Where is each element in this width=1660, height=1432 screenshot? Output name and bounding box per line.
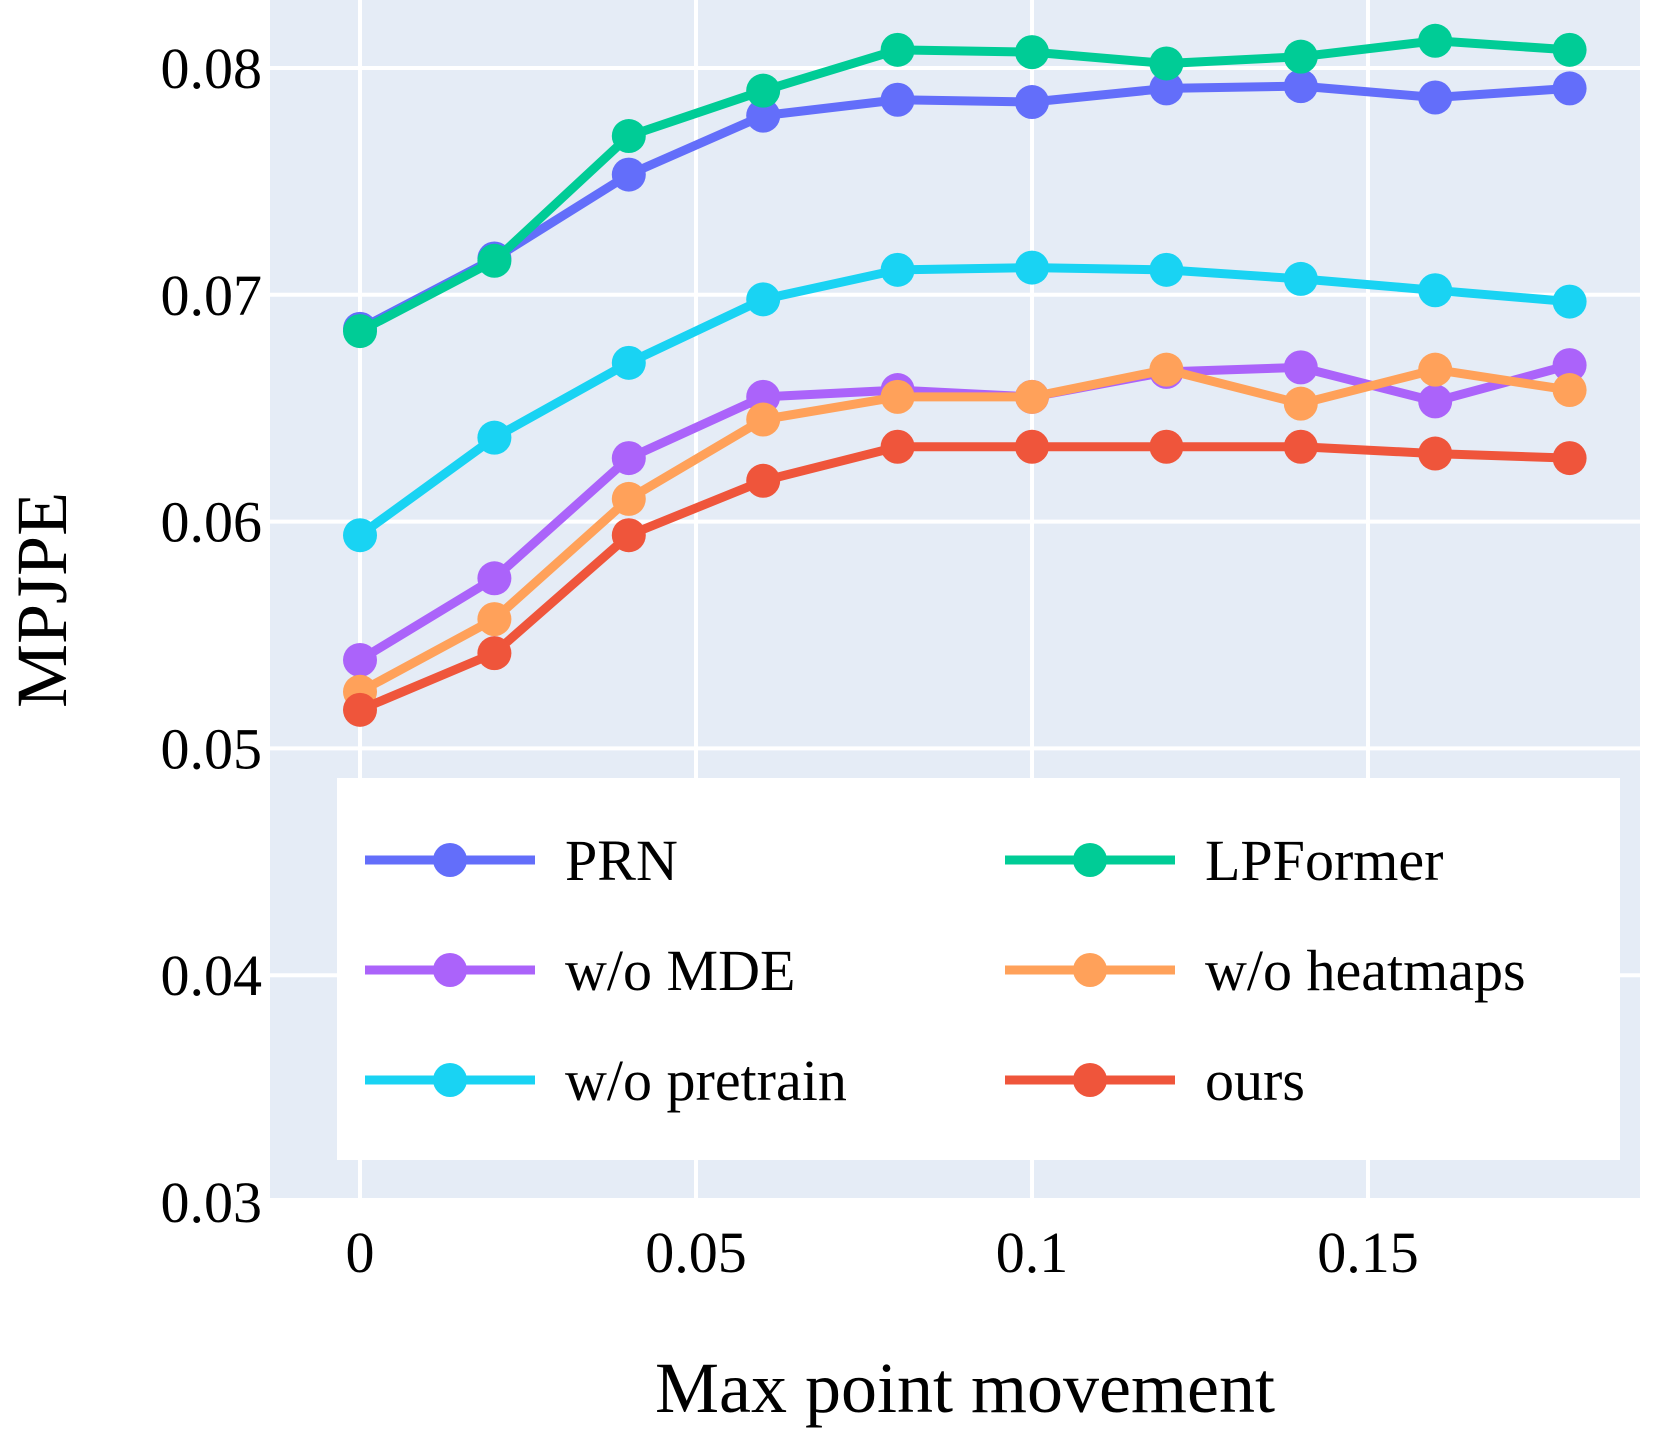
- data-point-w-o-heatmaps: [1418, 352, 1453, 387]
- data-point-w-o-pretrain: [880, 252, 915, 287]
- legend-item-w-o-mde: w/o MDE: [365, 938, 795, 1003]
- data-point-prn: [611, 157, 646, 192]
- legend-label: ours: [1205, 1048, 1305, 1113]
- data-point-lpformer: [1418, 23, 1453, 58]
- data-point-prn: [1015, 85, 1049, 120]
- data-point-w-o-heatmaps: [611, 481, 646, 516]
- data-point-ours: [477, 636, 512, 671]
- data-point-lpformer: [746, 73, 781, 108]
- data-point-prn: [1552, 71, 1587, 106]
- data-point-w-o-mde: [343, 642, 377, 677]
- data-point-w-o-mde: [477, 561, 512, 596]
- series-w-o-pretrain: [343, 250, 1587, 553]
- data-point-ours: [1015, 429, 1049, 464]
- y-tick-label: 0.08: [161, 36, 263, 101]
- legend-swatch-marker: [433, 1063, 467, 1097]
- y-tick-label: 0.06: [161, 490, 263, 555]
- series-line-lpformer: [355, 36, 1575, 336]
- x-tick-label: 0.15: [1317, 1220, 1419, 1285]
- x-tick-label: 0: [346, 1220, 375, 1285]
- data-point-w-o-heatmaps: [1015, 379, 1049, 414]
- series-layer: [343, 23, 1587, 727]
- data-point-ours: [746, 463, 781, 498]
- data-point-ours: [1552, 441, 1587, 476]
- y-tick-label: 0.04: [161, 943, 263, 1008]
- legend-swatch-marker: [433, 843, 467, 877]
- data-point-ours: [1283, 429, 1318, 464]
- legend-swatch-marker: [1073, 1063, 1107, 1097]
- data-point-ours: [611, 518, 646, 553]
- series-lpformer: [343, 23, 1587, 349]
- y-tick-label: 0.05: [161, 716, 263, 781]
- data-point-ours: [343, 692, 377, 727]
- data-point-w-o-heatmaps: [880, 379, 915, 414]
- legend-item-lpformer: LPFormer: [1005, 828, 1443, 893]
- legend-item-w-o-heatmaps: w/o heatmaps: [1005, 938, 1526, 1003]
- legend: PRN LPFormer w/o MDE w/o heatmaps w/o pretra…: [337, 778, 1620, 1160]
- x-tick-label: 0.05: [645, 1220, 747, 1285]
- data-point-prn: [1283, 69, 1318, 104]
- data-point-lpformer: [1552, 32, 1587, 67]
- data-point-w-o-pretrain: [746, 282, 781, 317]
- grid: [270, 0, 1640, 1198]
- data-point-ours: [880, 429, 915, 464]
- data-point-w-o-pretrain: [611, 345, 646, 380]
- series-line-ours: [355, 442, 1575, 715]
- legend-swatch-marker: [1073, 843, 1107, 877]
- data-point-w-o-pretrain: [477, 420, 512, 455]
- legend-swatch-marker: [1073, 953, 1107, 987]
- data-point-prn: [1418, 80, 1453, 115]
- legend-label: w/o heatmaps: [1205, 938, 1526, 1003]
- data-point-lpformer: [1283, 39, 1318, 74]
- data-point-lpformer: [1149, 46, 1184, 81]
- legend-item-prn: PRN: [365, 828, 678, 893]
- y-axis-title: MPJPE: [2, 492, 82, 708]
- legend-box: [337, 778, 1620, 1160]
- data-point-w-o-mde: [611, 441, 646, 476]
- data-point-prn: [880, 82, 915, 117]
- data-point-ours: [1149, 429, 1184, 464]
- data-point-w-o-pretrain: [1552, 284, 1587, 319]
- series-ours: [343, 429, 1587, 727]
- series-line-prn: [355, 81, 1575, 334]
- data-point-lpformer: [477, 243, 512, 278]
- data-point-w-o-mde: [1283, 350, 1318, 385]
- legend-item-w-o-pretrain: w/o pretrain: [365, 1048, 847, 1113]
- data-point-w-o-pretrain: [1283, 261, 1318, 296]
- data-point-prn: [746, 98, 781, 133]
- series-line-w-o-pretrain: [355, 263, 1575, 540]
- data-point-w-o-heatmaps: [746, 402, 781, 437]
- data-point-w-o-pretrain: [343, 518, 377, 553]
- data-point-w-o-pretrain: [1149, 252, 1184, 287]
- data-point-lpformer: [343, 314, 377, 349]
- legend-item-ours: ours: [1005, 1048, 1305, 1113]
- x-tick-label: 0.1: [996, 1220, 1069, 1285]
- data-point-w-o-heatmaps: [477, 602, 512, 637]
- x-axis-title: Max point movement: [655, 1348, 1275, 1428]
- series-line-w-o-heatmaps: [355, 365, 1575, 697]
- data-point-w-o-heatmaps: [1283, 386, 1318, 421]
- y-tick-label: 0.07: [161, 263, 263, 328]
- legend-label: PRN: [565, 828, 678, 893]
- y-tick-label: 0.03: [161, 1170, 263, 1235]
- data-point-prn: [1149, 71, 1184, 106]
- data-point-ours: [1418, 436, 1453, 471]
- data-point-w-o-heatmaps: [1552, 373, 1587, 408]
- data-point-w-o-mde: [1418, 384, 1453, 419]
- data-point-w-o-mde: [1552, 348, 1587, 383]
- data-point-lpformer: [880, 32, 915, 67]
- legend-label: w/o pretrain: [565, 1048, 847, 1113]
- legend-label: w/o MDE: [565, 938, 795, 1003]
- tick-labels: 0 0.05 0.1 0.15 0.03 0.04 0.05 0.06 0.07 0.08: [161, 36, 1419, 1285]
- data-point-lpformer: [1015, 35, 1049, 70]
- data-point-lpformer: [611, 119, 646, 154]
- data-point-w-o-pretrain: [1418, 273, 1453, 308]
- data-point-w-o-pretrain: [1015, 250, 1049, 285]
- legend-swatch-marker: [433, 953, 467, 987]
- legend-label: LPFormer: [1205, 828, 1443, 893]
- data-point-w-o-heatmaps: [1149, 352, 1184, 387]
